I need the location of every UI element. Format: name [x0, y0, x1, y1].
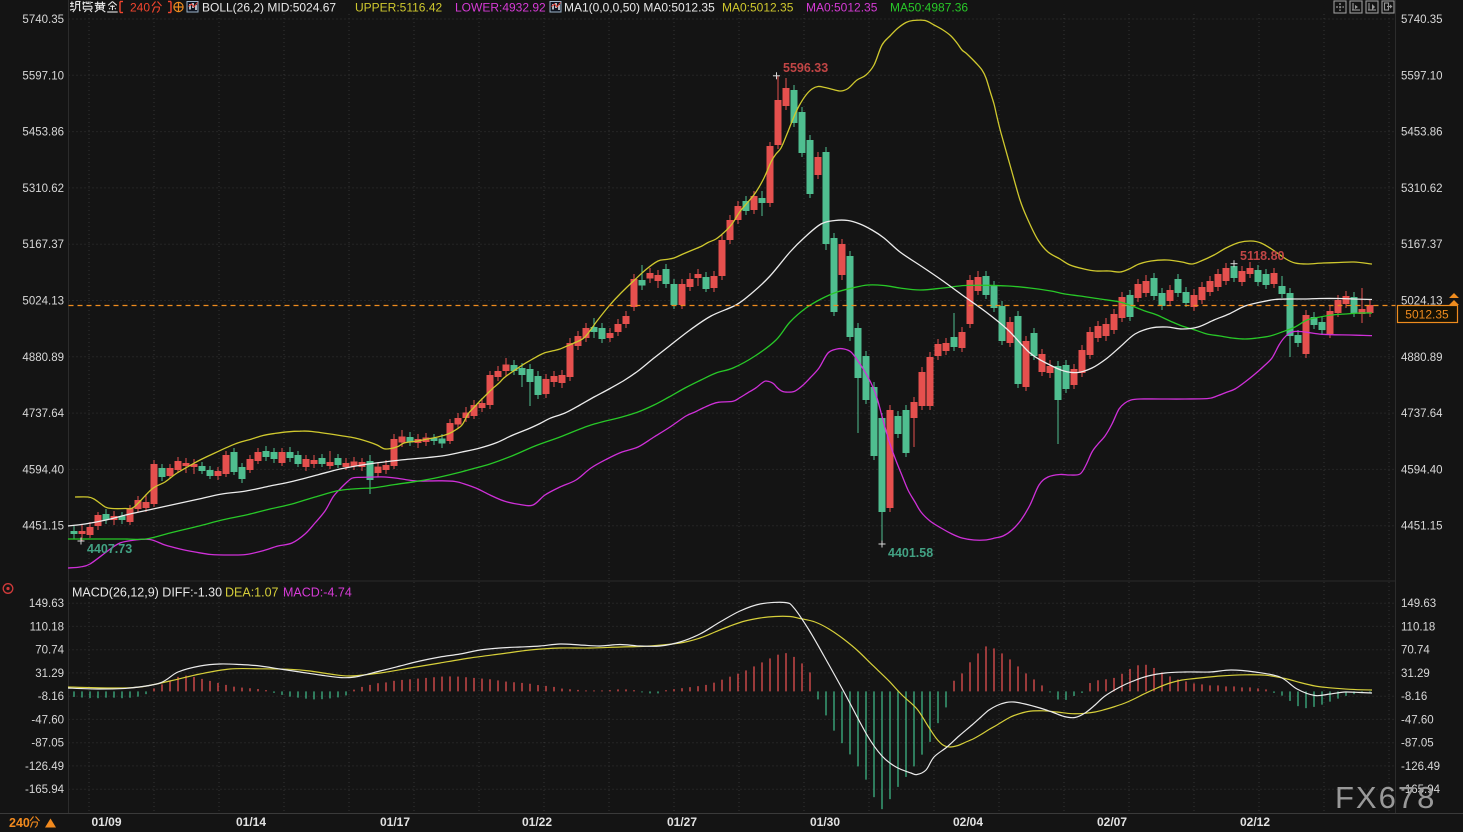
svg-text:149.63: 149.63: [29, 598, 64, 610]
svg-text:5453.86: 5453.86: [22, 127, 64, 139]
svg-text:4594.40: 4594.40: [22, 464, 64, 476]
svg-text:5740.35: 5740.35: [1401, 14, 1443, 26]
svg-text:4737.64: 4737.64: [1401, 408, 1443, 420]
svg-text:240: 240: [130, 1, 150, 15]
svg-text:5596.33: 5596.33: [783, 61, 828, 75]
svg-text:BOLL(26,2) MID:5024.67: BOLL(26,2) MID:5024.67: [202, 1, 336, 15]
svg-text:5310.62: 5310.62: [1401, 183, 1443, 195]
svg-text:01/14: 01/14: [236, 815, 266, 829]
svg-text:MA0:5012.35: MA0:5012.35: [722, 1, 794, 15]
svg-text:01/27: 01/27: [667, 815, 697, 829]
svg-text:01/17: 01/17: [380, 815, 410, 829]
svg-text:5118.80: 5118.80: [1240, 249, 1285, 263]
svg-text:110.18: 110.18: [1401, 621, 1435, 633]
svg-text:-87.05: -87.05: [1401, 738, 1434, 750]
svg-text:4880.89: 4880.89: [22, 352, 64, 364]
svg-text:31.29: 31.29: [1401, 668, 1430, 680]
svg-text:-87.05: -87.05: [31, 738, 64, 750]
svg-text:MA1(0,0,0,50) MA0:5012.35: MA1(0,0,0,50) MA0:5012.35: [564, 1, 715, 15]
svg-text:5167.37: 5167.37: [22, 239, 64, 251]
svg-text:5597.10: 5597.10: [22, 70, 64, 82]
svg-text:240: 240: [9, 816, 30, 830]
svg-text:LOWER:4932.92: LOWER:4932.92: [455, 1, 546, 15]
svg-text:-165.94: -165.94: [25, 784, 65, 796]
svg-text:-8.16: -8.16: [1401, 691, 1427, 703]
svg-text:-126.49: -126.49: [25, 761, 64, 773]
svg-text:4451.15: 4451.15: [22, 521, 64, 533]
svg-text:70.74: 70.74: [1401, 645, 1430, 657]
svg-text:FX678: FX678: [1335, 780, 1436, 815]
svg-text:4880.89: 4880.89: [1401, 352, 1443, 364]
svg-text:DEA:1.07: DEA:1.07: [225, 586, 279, 600]
svg-text:02/07: 02/07: [1097, 815, 1127, 829]
svg-text:MACD:-4.74: MACD:-4.74: [283, 586, 352, 600]
svg-text:5012.35: 5012.35: [1405, 308, 1449, 322]
svg-text:110.18: 110.18: [30, 621, 64, 633]
svg-text:01/09: 01/09: [91, 815, 121, 829]
svg-text:-8.16: -8.16: [38, 691, 64, 703]
svg-text:02/04: 02/04: [953, 815, 983, 829]
svg-text:4451.15: 4451.15: [1401, 521, 1443, 533]
svg-text:01/30: 01/30: [810, 815, 840, 829]
svg-text:31.29: 31.29: [35, 668, 64, 680]
svg-text:MA0:5012.35: MA0:5012.35: [806, 1, 878, 15]
svg-text:02/12: 02/12: [1240, 815, 1270, 829]
svg-text:5024.13: 5024.13: [22, 296, 64, 308]
svg-text:149.63: 149.63: [1401, 598, 1436, 610]
svg-text:MA50:4987.36: MA50:4987.36: [890, 1, 968, 15]
svg-text:5167.37: 5167.37: [1401, 239, 1443, 251]
svg-text:5597.10: 5597.10: [1401, 70, 1443, 82]
svg-text:MACD(26,12,9) DIFF:-1.30: MACD(26,12,9) DIFF:-1.30: [72, 586, 222, 600]
svg-text:UPPER:5116.42: UPPER:5116.42: [355, 1, 442, 15]
svg-text:4401.58: 4401.58: [888, 546, 933, 560]
svg-text:-165.94: -165.94: [1401, 784, 1441, 796]
svg-text:4737.64: 4737.64: [22, 408, 64, 420]
svg-text:5310.62: 5310.62: [22, 183, 64, 195]
svg-text:5024.13: 5024.13: [1401, 296, 1443, 308]
svg-text:5740.35: 5740.35: [22, 14, 64, 26]
svg-text:-126.49: -126.49: [1401, 761, 1440, 773]
svg-text:01/22: 01/22: [522, 815, 552, 829]
svg-text:4407.73: 4407.73: [87, 542, 132, 556]
svg-text:70.74: 70.74: [35, 645, 64, 657]
svg-text:5453.86: 5453.86: [1401, 127, 1443, 139]
svg-text:-47.60: -47.60: [31, 714, 64, 726]
svg-text:4594.40: 4594.40: [1401, 464, 1443, 476]
svg-text:-47.60: -47.60: [1401, 714, 1434, 726]
